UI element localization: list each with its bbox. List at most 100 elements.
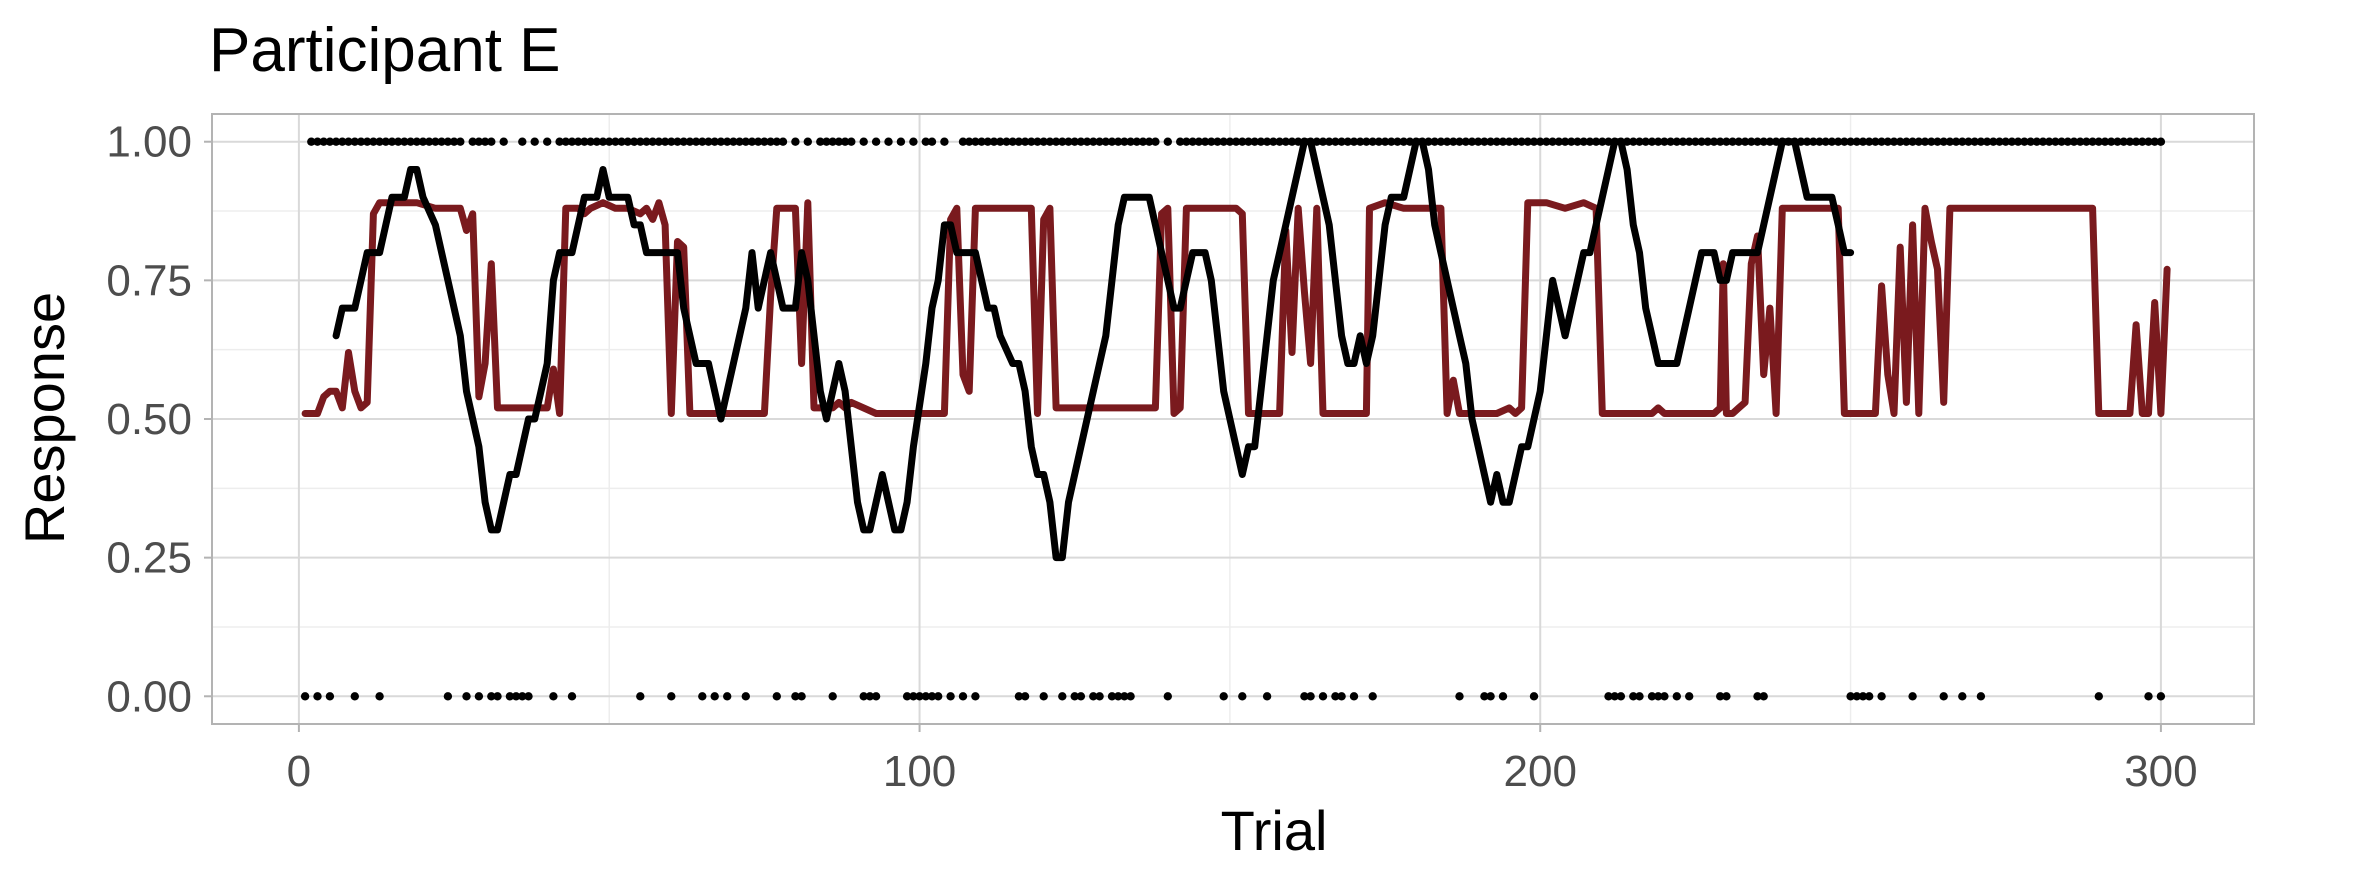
response-point: [1076, 692, 1086, 701]
response-point: [1424, 137, 1433, 146]
response-point: [747, 137, 757, 146]
x-tick-label: 200: [1504, 747, 1577, 796]
response-point: [1846, 137, 1855, 146]
response-point: [1858, 692, 1868, 701]
response-point: [977, 137, 986, 146]
response-point: [2138, 137, 2147, 146]
response-point: [505, 692, 515, 701]
response-point: [511, 692, 521, 701]
response-point: [1225, 137, 1235, 146]
response-point: [934, 692, 943, 701]
response-point: [1014, 692, 1024, 701]
response-point: [1300, 692, 1309, 701]
response-point: [1467, 137, 1477, 146]
response-point: [1871, 137, 1880, 146]
response-point: [2125, 137, 2135, 146]
response-point: [1517, 137, 1526, 146]
response-point: [611, 137, 620, 146]
response-point: [1126, 137, 1135, 146]
response-point: [1877, 137, 1886, 146]
response-point: [1635, 692, 1644, 701]
response-point: [1840, 137, 1849, 146]
response-point: [530, 137, 539, 146]
response-point: [586, 137, 595, 146]
response-point: [1678, 137, 1688, 146]
response-point: [2150, 137, 2159, 146]
response-point: [729, 137, 738, 146]
x-tick-label: 300: [2124, 747, 2197, 796]
response-point: [1145, 137, 1154, 146]
response-point: [2038, 137, 2048, 146]
response-point: [1033, 137, 1042, 146]
response-point: [1616, 692, 1626, 701]
response-point: [1734, 137, 1744, 146]
response-point: [2020, 137, 2029, 146]
response-point: [667, 137, 676, 146]
response-point: [356, 137, 366, 146]
response-point: [1945, 137, 1955, 146]
y-tick-label: 0.00: [106, 672, 192, 721]
response-point: [716, 137, 726, 146]
response-point: [1722, 692, 1731, 701]
response-point: [1269, 137, 1278, 146]
response-point: [1188, 137, 1197, 146]
response-point: [1058, 692, 1067, 701]
response-point: [915, 692, 924, 701]
response-point: [1709, 137, 1719, 146]
response-point: [574, 137, 583, 146]
response-point: [1387, 137, 1396, 146]
response-point: [598, 137, 608, 146]
response-point: [698, 137, 707, 146]
response-point: [2032, 137, 2042, 146]
response-point: [1765, 137, 1775, 146]
response-point: [1014, 137, 1024, 146]
response-point: [1238, 692, 1247, 701]
response-point: [636, 692, 645, 701]
response-point: [1380, 137, 1390, 146]
response-point: [1430, 137, 1439, 146]
response-point: [1176, 137, 1185, 146]
response-point: [1865, 692, 1874, 701]
response-point: [524, 692, 533, 701]
response-point: [667, 692, 676, 701]
response-point: [1498, 137, 1508, 146]
response-point: [1095, 692, 1104, 701]
response-point: [1368, 137, 1377, 146]
response-point: [1529, 137, 1539, 146]
response-point: [1560, 137, 1570, 146]
response-point: [2156, 692, 2166, 701]
response-point: [2069, 137, 2079, 146]
response-point: [1970, 137, 1979, 146]
response-point: [1120, 137, 1129, 146]
response-point: [1045, 137, 1055, 146]
response-point: [1287, 137, 1297, 146]
response-point: [1480, 137, 1489, 146]
response-point: [1511, 137, 1520, 146]
response-point: [1132, 137, 1142, 146]
response-point: [325, 137, 335, 146]
response-point: [1486, 692, 1495, 701]
response-point: [1244, 137, 1253, 146]
response-point: [1455, 692, 1464, 701]
response-point: [1095, 137, 1104, 146]
response-point: [1827, 137, 1837, 146]
response-point: [1070, 692, 1079, 701]
response-point: [1331, 692, 1340, 701]
response-point: [1629, 692, 1638, 701]
response-point: [313, 692, 322, 701]
response-point: [1020, 137, 1030, 146]
response-point: [381, 137, 390, 146]
response-point: [642, 137, 651, 146]
response-point: [1331, 137, 1340, 146]
response-point: [1815, 137, 1824, 146]
response-point: [1200, 137, 1210, 146]
response-point: [1666, 137, 1675, 146]
response-point: [1567, 137, 1576, 146]
response-point: [1865, 137, 1874, 146]
response-point: [2094, 137, 2103, 146]
response-point: [1964, 137, 1973, 146]
response-point: [1213, 137, 1222, 146]
response-point: [1505, 137, 1514, 146]
response-point: [958, 692, 968, 701]
response-point: [1219, 137, 1228, 146]
